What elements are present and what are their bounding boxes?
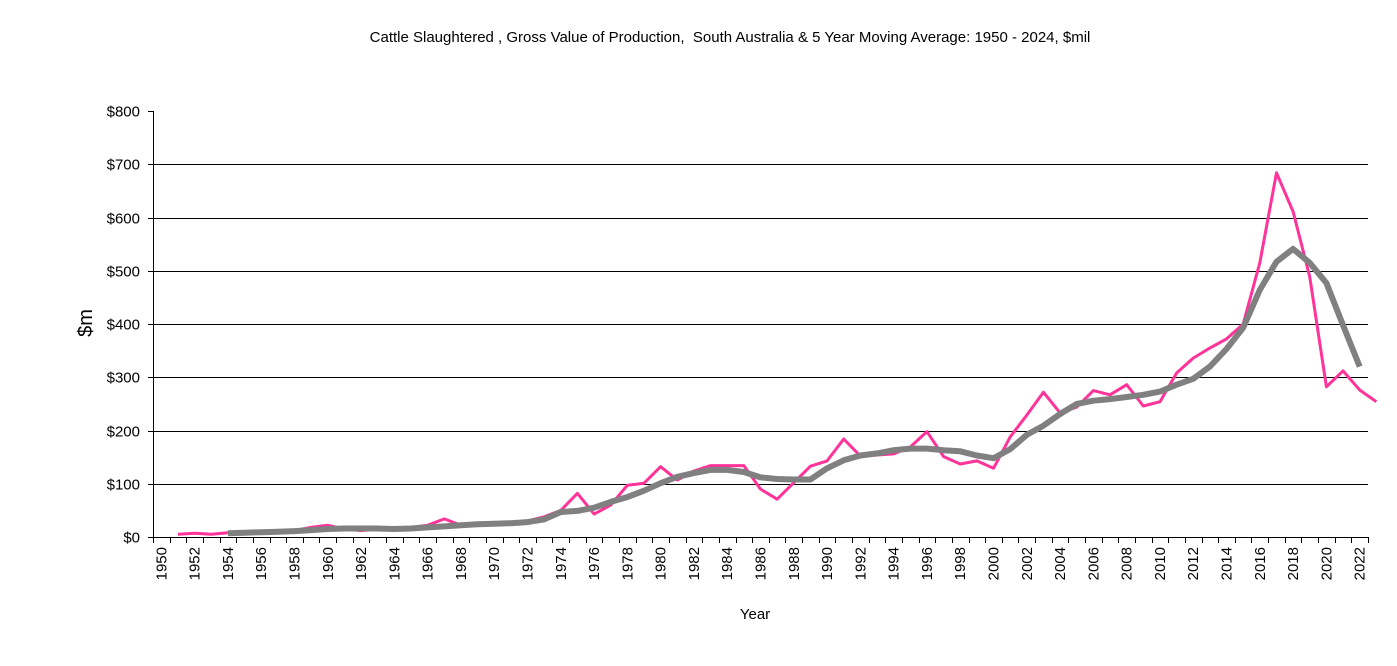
series [177, 171, 1378, 537]
x-tick-label: 2020 [1318, 547, 1335, 580]
x-tick-label: 2002 [1019, 547, 1036, 580]
y-tick-label: $400 [107, 317, 140, 334]
x-tick-label: 2018 [1285, 547, 1302, 580]
x-tick-labels: 1950 1952 1954 1956 1958 1960 1962 1964 1966 1968… [153, 547, 1368, 580]
x-tick-label: 2008 [1119, 547, 1136, 580]
y-tick-label: $800 [107, 104, 140, 121]
x-tick-label: 1976 [586, 547, 603, 580]
chart-title: Cattle Slaughtered , Gross Value of Prod… [369, 29, 1091, 46]
x-tick-label: 1972 [519, 547, 536, 580]
x-tick-label: 1982 [686, 547, 703, 580]
x-tick-label: 2014 [1219, 547, 1236, 580]
y-tick-label: $300 [107, 370, 140, 387]
y-tick-label: $700 [107, 157, 140, 174]
x-tick-label: 1988 [786, 547, 803, 580]
x-tick-label: 2006 [1085, 547, 1102, 580]
x-tick-label: 1992 [852, 547, 869, 580]
x-tick-label: 1970 [486, 547, 503, 580]
x-tick-label: 1994 [886, 547, 903, 580]
x-tick-label: 2022 [1352, 547, 1369, 580]
y-tick-label: $600 [107, 211, 140, 228]
x-tick-label: 1974 [553, 547, 570, 580]
axes [148, 111, 1369, 543]
x-tick-label: 2012 [1185, 547, 1202, 580]
x-tick-label: 1990 [819, 547, 836, 580]
x-tick-label: 1956 [253, 547, 270, 580]
x-tick-label: 2004 [1052, 547, 1069, 580]
x-tick-label: 1968 [453, 547, 470, 580]
x-tick-label: 1952 [187, 547, 204, 580]
x-tick-label: 1950 [153, 547, 170, 580]
y-tick-label: $100 [107, 477, 140, 494]
y-tick-label: $0 [123, 530, 140, 547]
x-tick-label: 1980 [653, 547, 670, 580]
x-tick-label: 1984 [719, 547, 736, 580]
y-tick-label: $200 [107, 424, 140, 441]
x-tick-label: 1964 [386, 547, 403, 580]
x-tick-label: 2016 [1252, 547, 1269, 580]
x-tick-label: 1962 [353, 547, 370, 580]
y-tick-label: $500 [107, 264, 140, 281]
x-tick-label: 1954 [220, 547, 237, 580]
gridlines [153, 164, 1368, 485]
x-tick-label: 1966 [420, 547, 437, 580]
x-tick-label: 1998 [952, 547, 969, 580]
y-axis-label: $m [75, 309, 97, 337]
x-axis-label: Year [740, 606, 770, 623]
y-tick-labels: $0 $100 $200 $300 $400 $500 $600 $700 $800 [107, 104, 140, 547]
x-tick-label: 1986 [753, 547, 770, 580]
series-line-moving-average [227, 245, 1363, 537]
x-tick-label: 1978 [619, 547, 636, 580]
x-tick-label: 1958 [286, 547, 303, 580]
x-tick-label: 2010 [1152, 547, 1169, 580]
x-tick-label: 2000 [986, 547, 1003, 580]
x-tick-label: 1996 [919, 547, 936, 580]
x-tick-label: 1960 [320, 547, 337, 580]
